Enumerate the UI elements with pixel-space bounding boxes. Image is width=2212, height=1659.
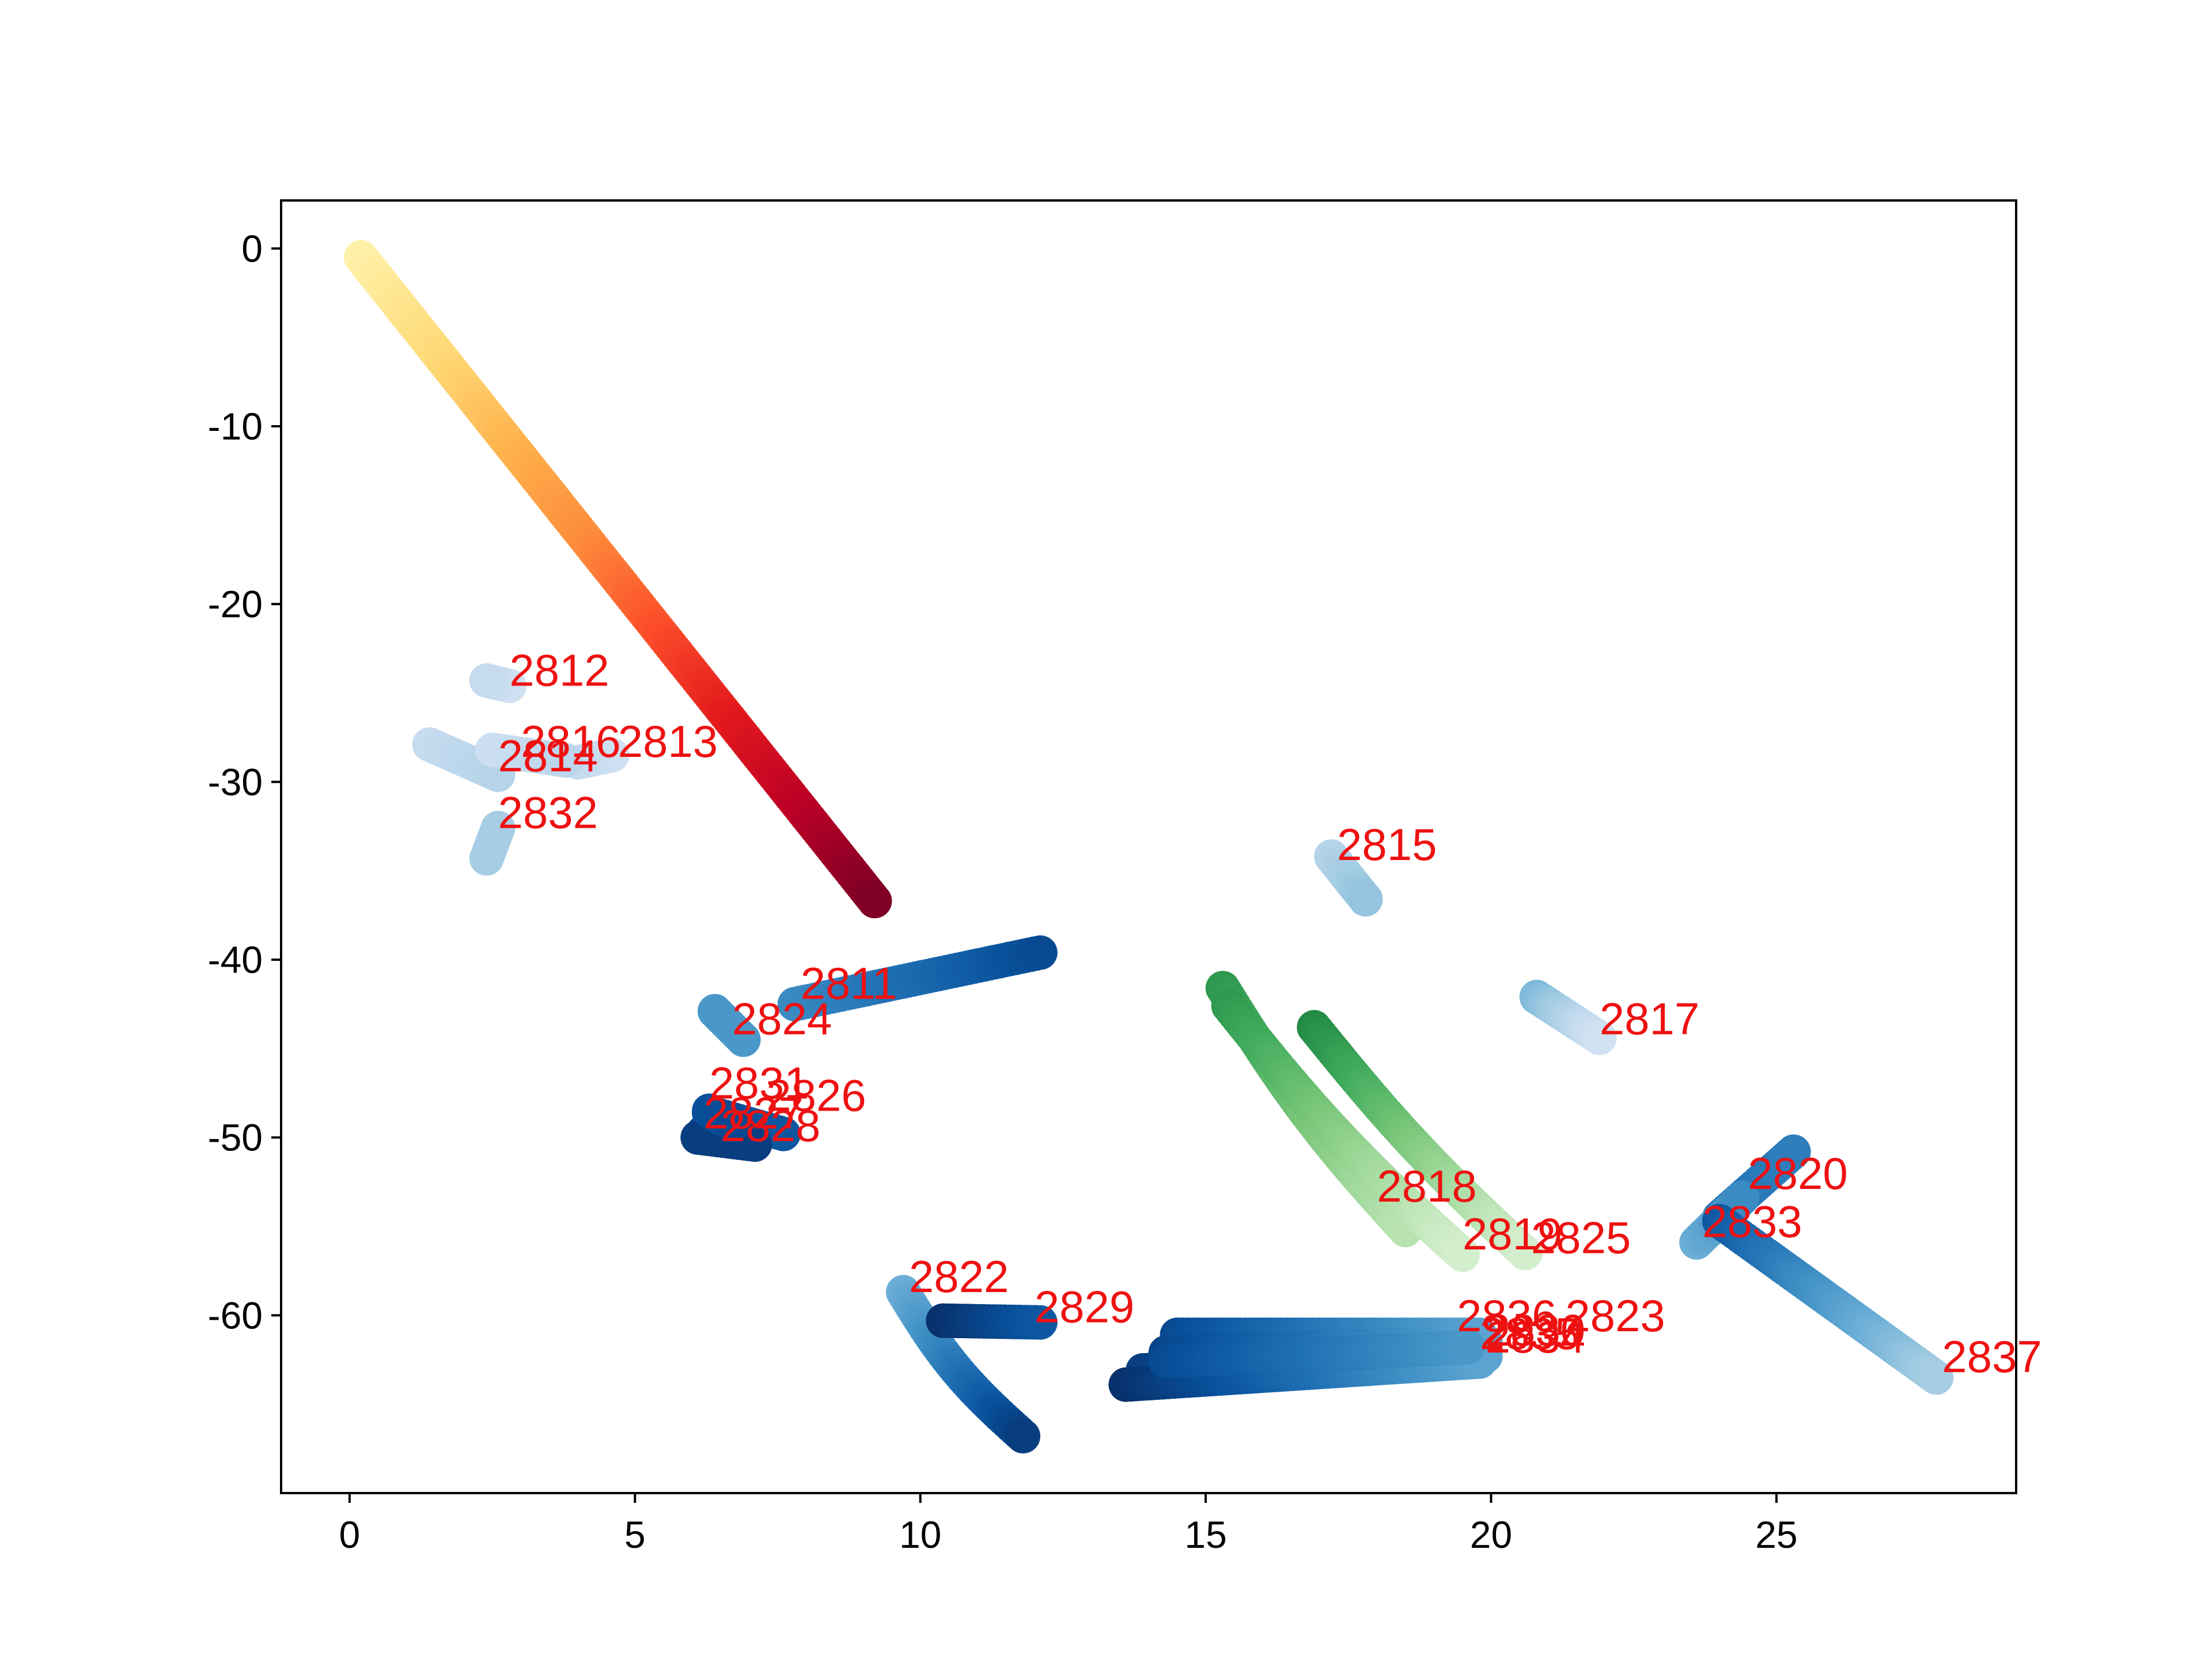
y-tick-label: -50 [208,1116,263,1159]
trajectory-2836 [1148,1330,1486,1379]
x-tick-label: 5 [624,1513,646,1556]
trajectory-2812 [469,663,527,703]
track-label: 2814 [498,730,599,781]
trajectory-2829 [926,1303,1058,1340]
trajectory-2817 [1519,979,1617,1055]
track-label: 2823 [1565,1290,1665,1341]
x-tick-label: 0 [339,1513,361,1556]
track-label: 2815 [1337,819,1437,870]
trajectory-point [766,1116,801,1152]
trajectory-point [737,1127,772,1162]
track-label: 2835 [1480,1308,1580,1359]
trajectory-point [1445,1237,1480,1272]
trajectory-point [1450,1330,1486,1365]
track-label: 2818 [1377,1161,1477,1211]
trajectory-point [1919,1360,1954,1395]
track-label: 2820 [1748,1148,1848,1199]
track-label: 2828 [721,1100,821,1151]
track-label: 2831 [709,1058,809,1108]
trajectory-2811 [777,935,1058,1022]
track-label: 2817 [1600,994,1700,1044]
x-tick-label: 20 [1470,1513,1512,1556]
trajectory-2825 [1297,1010,1543,1271]
trajectory-2832 [469,810,516,876]
track-label: 2812 [509,645,609,696]
trajectory-point [1348,882,1383,917]
trajectory-point [857,884,892,919]
track-label: 2836 [1457,1290,1557,1341]
trajectory-point [1582,1020,1617,1055]
track-label: 2813 [618,716,718,767]
y-tick-label: 0 [241,227,263,270]
trajectory-point [1508,1236,1543,1271]
track-label: 2829 [1035,1282,1135,1332]
track-label: 2834 [1486,1312,1586,1362]
track-label: 2816 [521,716,621,767]
y-tick-label: -20 [208,583,263,626]
y-tick-label: -30 [208,760,263,803]
trajectory-point [726,1022,761,1057]
track-label: 2826 [766,1070,866,1120]
track-label: 2811 [801,958,897,1009]
trajectory-point [1022,1305,1058,1340]
y-tick-label: -10 [208,405,263,448]
trajectory-2824 [698,994,761,1057]
x-tick-label: 15 [1184,1513,1226,1556]
y-axis: 0 -10 -20 -30 -40 -50 -60 [208,227,281,1336]
track-label: 2819 [1463,1209,1563,1259]
trajectory-point [1006,1419,1040,1454]
track-label: 2832 [498,787,599,838]
y-tick-label: -40 [208,938,263,981]
trajectory-2816 [475,732,584,778]
x-tick-label: 25 [1755,1513,1797,1556]
track-label: 2824 [732,994,832,1044]
trajectory-point [549,743,584,778]
track-label: 2830 [1486,1305,1586,1355]
x-axis: 0 5 10 15 20 25 [339,1493,1798,1556]
trajectory-point [1776,1134,1811,1169]
trajectory-2814 [412,727,516,792]
track-label: 2825 [1531,1212,1631,1263]
trajectory-2819 [1211,988,1480,1272]
trajectory-2831 [692,1093,749,1143]
trajectory-marks [343,240,1954,1454]
trajectory-unlabeled [343,240,892,919]
track-label: 2837 [1942,1331,2042,1382]
track-label: 2833 [1702,1196,1802,1247]
trajectory-2815 [1314,839,1383,917]
trajectory-point [714,1108,749,1143]
trajectory-point [480,810,516,846]
trajectory-point [1725,1180,1760,1215]
track-label: 2827 [703,1088,804,1138]
y-tick-label: -60 [208,1294,263,1336]
plot-frame [280,199,2017,1494]
trajectory-point [1022,935,1058,970]
trajectory-2837 [1702,1203,1954,1395]
trajectory-point [469,663,504,698]
track-label: 2822 [909,1251,1009,1302]
x-tick-label: 10 [899,1513,941,1556]
trajectory-2822 [886,1275,1040,1454]
